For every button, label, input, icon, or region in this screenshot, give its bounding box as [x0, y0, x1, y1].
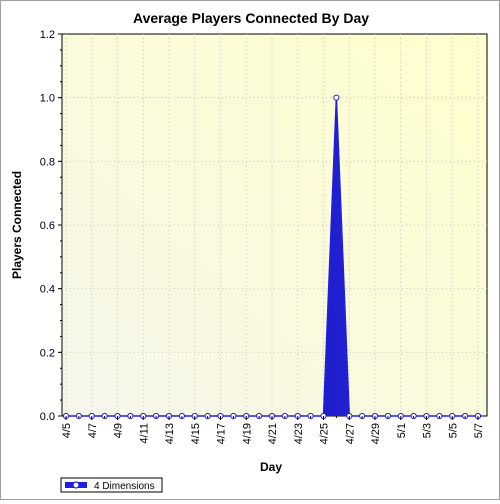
legend-box: [60, 477, 163, 493]
y-axis: 0.0 0.2 0.4 0.6 0.8 1.0 1.2: [40, 29, 62, 423]
x-tick-label: 5/5: [447, 423, 459, 438]
x-tick-label: 4/5: [61, 423, 73, 438]
y-tick-label: 0.2: [40, 347, 55, 359]
legend-label: 4 Dimensions: [94, 481, 155, 492]
x-tick-label: 5/7: [473, 423, 485, 438]
legend-marker: [72, 481, 80, 489]
x-tick-label: 4/21: [267, 423, 279, 444]
x-tick-label: 4/17: [216, 423, 228, 444]
x-tick-label: 5/1: [396, 423, 408, 438]
x-tick-label: 4/19: [241, 423, 253, 444]
x-axis-title: Day: [260, 460, 282, 474]
grid-lines: [62, 34, 487, 416]
y-tick-label: 0.8: [40, 156, 55, 168]
legend: 4 Dimensions: [60, 477, 163, 493]
y-tick-label: 0.6: [40, 220, 55, 232]
y-tick-label: 0.0: [40, 411, 55, 423]
y-tick-label: 1.2: [40, 29, 55, 41]
x-tick-label: 5/3: [422, 423, 434, 438]
x-tick-label: 4/27: [344, 423, 356, 444]
y-tick-label: 1.0: [40, 93, 55, 105]
x-tick-label: 4/15: [190, 423, 202, 444]
y-tick-label: 0.4: [40, 284, 55, 296]
x-tick-label: 4/23: [293, 423, 305, 444]
x-axis: 4/5 4/7 4/9 4/11 4/13 4/15 4/17 4/19 4/21 4/23 4/2…: [61, 416, 485, 444]
chart-title: Average Players Connected By Day: [133, 10, 369, 26]
x-tick-label: 4/25: [319, 423, 331, 444]
x-tick-label: 4/13: [164, 423, 176, 444]
data-point: [333, 94, 340, 101]
y-axis-title: Players Connected: [10, 171, 24, 279]
x-tick-label: 4/29: [370, 423, 382, 444]
x-tick-label: 4/11: [138, 423, 150, 444]
x-tick-label: 4/9: [113, 423, 125, 438]
x-tick-label: 4/7: [87, 423, 99, 438]
